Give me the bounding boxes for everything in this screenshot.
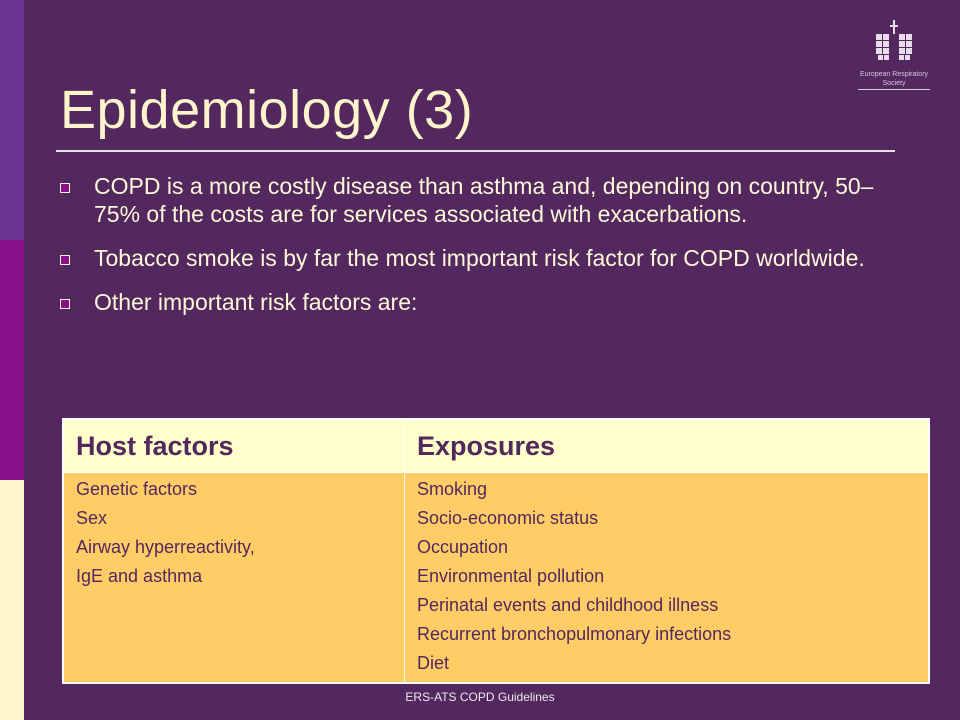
bullet-text: Tobacco smoke is by far the most importa…: [94, 245, 865, 271]
bullet-square-icon: [60, 255, 70, 265]
bullet-square-icon: [60, 299, 70, 309]
host-factor-item: Airway hyperreactivity,: [76, 537, 255, 557]
bullet-square-icon: [60, 183, 70, 193]
exposure-item: Occupation: [417, 537, 509, 557]
ers-logo: European Respiratory Society: [852, 18, 936, 92]
side-accent-bar-middle: [0, 240, 24, 480]
slide-title: Epidemiology (3): [60, 80, 474, 140]
exposure-item: Perinatal events and childhood illness: [417, 595, 719, 615]
lungs-icon: [876, 20, 912, 60]
exposure-item: Smoking: [417, 479, 488, 499]
host-factor-item: IgE and asthma: [76, 566, 203, 586]
bullet-list: COPD is a more costly disease than asthm…: [56, 172, 906, 332]
logo-org-line2: Society: [882, 80, 906, 87]
exposure-item: Diet: [417, 653, 450, 673]
exposures-cell: Smoking Socio-economic status Occupation…: [404, 472, 930, 684]
host-factors-cell: Genetic factors Sex Airway hyperreactivi…: [62, 472, 405, 684]
exposure-item: Socio-economic status: [417, 508, 599, 528]
exposure-item: Recurrent bronchopulmonary infections: [417, 624, 732, 644]
logo-caption: European Respiratory Society: [852, 70, 936, 88]
side-accent-bar-top: [0, 0, 24, 240]
bullet-item: Other important risk factors are:: [56, 288, 906, 316]
exposure-item: Environmental pollution: [417, 566, 605, 586]
table-header-row: Host factors Exposures: [62, 418, 930, 473]
bullet-text: Other important risk factors are:: [94, 289, 418, 315]
table-row: Genetic factors Sex Airway hyperreactivi…: [62, 472, 930, 684]
side-accent-bar-bottom: [0, 480, 24, 720]
host-factor-item: Sex: [76, 508, 108, 528]
slide-footer: ERS-ATS COPD Guidelines: [405, 690, 555, 704]
bullet-text: COPD is a more costly disease than asthm…: [94, 173, 874, 227]
logo-org-line1: European Respiratory: [859, 71, 929, 78]
risk-factors-table: Host factors Exposures Genetic factors S…: [62, 418, 930, 684]
host-factor-item: Genetic factors: [76, 479, 198, 499]
header-host-factors: Host factors: [62, 418, 405, 473]
bullet-item: COPD is a more costly disease than asthm…: [56, 172, 906, 228]
header-exposures: Exposures: [404, 418, 930, 473]
title-divider: [56, 150, 895, 152]
bullet-item: Tobacco smoke is by far the most importa…: [56, 244, 906, 272]
logo-underline: [858, 89, 930, 90]
